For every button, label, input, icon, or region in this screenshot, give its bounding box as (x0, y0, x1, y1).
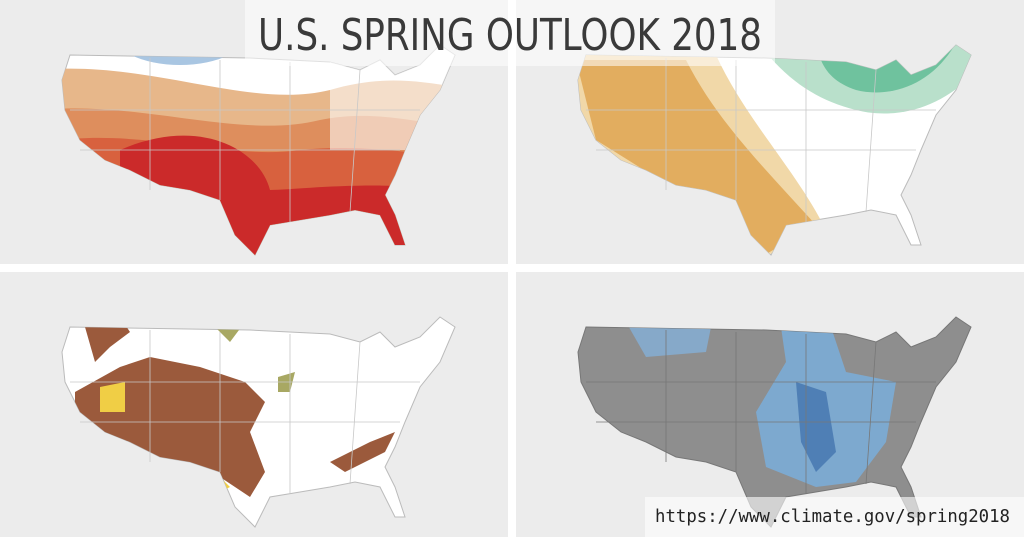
title: U.S. SPRING OUTLOOK 2018 (258, 10, 762, 61)
url-backdrop (645, 497, 1024, 537)
source-url: https://www.climate.gov/spring2018 (655, 506, 1010, 527)
divider (0, 264, 1024, 272)
title-backdrop (245, 0, 775, 66)
drought-map (61, 316, 456, 528)
